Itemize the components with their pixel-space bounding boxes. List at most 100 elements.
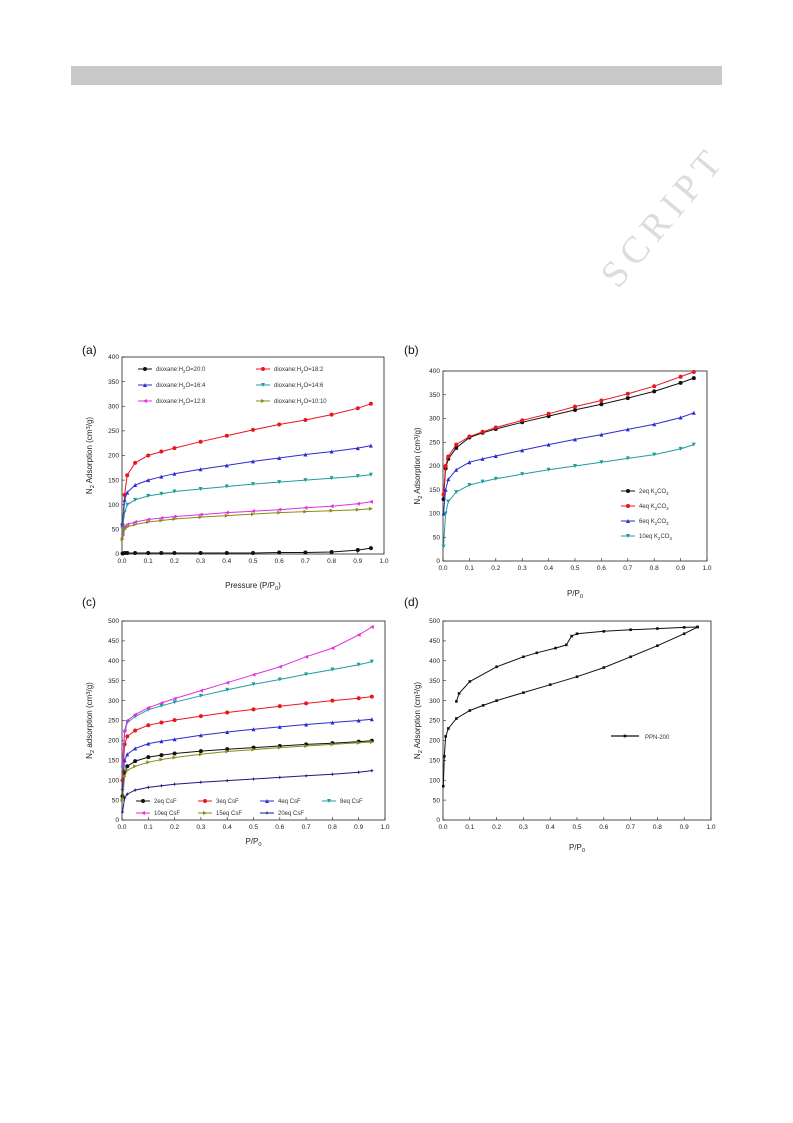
data-point — [443, 511, 448, 516]
data-point — [625, 391, 630, 396]
data-point — [159, 551, 164, 556]
legend-label: dioxane:H2O=18:2 — [274, 367, 324, 374]
data-point — [369, 739, 374, 744]
data-point — [251, 509, 255, 514]
data-point — [224, 463, 229, 468]
series-line — [443, 412, 694, 514]
data-point — [125, 524, 130, 529]
data-point — [198, 780, 203, 785]
data-point — [122, 728, 127, 733]
data-point — [172, 489, 177, 494]
data-point — [691, 442, 696, 447]
data-point — [303, 478, 308, 483]
legend: 2eq CsF 3eq CsF 4eq CsF 8eq CsF 10eq CsF 15eq… — [136, 799, 363, 817]
data-point — [159, 516, 164, 521]
data-point — [198, 693, 203, 698]
y-tick-label: 200 — [108, 738, 119, 745]
data-point — [356, 662, 361, 667]
data-point — [146, 723, 151, 728]
legend-label: 2eq CsF — [154, 799, 177, 805]
data-point — [355, 474, 360, 479]
data-point — [678, 380, 683, 385]
legend-label: dioxane:H2O=16:4 — [156, 383, 206, 390]
x-tick-label: 0.9 — [680, 824, 689, 831]
data-point — [652, 422, 657, 427]
data-point — [120, 798, 125, 803]
data-point — [198, 749, 203, 754]
data-point — [368, 506, 373, 511]
y-tick-label: 50 — [112, 797, 120, 804]
data-point — [455, 717, 458, 720]
y-tick-label: 250 — [429, 718, 440, 725]
data-point — [304, 773, 309, 778]
data-point — [564, 643, 568, 647]
data-point — [125, 764, 130, 769]
data-point — [446, 477, 451, 482]
data-point — [198, 688, 203, 693]
x-tick-label: 0.0 — [117, 824, 126, 831]
x-tick-label: 0.2 — [170, 558, 179, 565]
data-point — [277, 745, 282, 750]
data-point — [159, 491, 164, 496]
y-tick-label: 0 — [115, 551, 119, 558]
y-axis-label: N2​ Adsorption (cm3​/g) — [413, 682, 424, 759]
data-point — [251, 707, 256, 712]
data-point — [172, 737, 177, 742]
series-0 — [441, 625, 699, 788]
x-tick-label: 0.1 — [465, 824, 474, 831]
data-point — [329, 508, 334, 513]
data-point — [454, 467, 459, 472]
data-point — [172, 551, 177, 556]
data-point — [691, 376, 696, 381]
data-point — [330, 772, 335, 777]
data-point — [369, 659, 374, 664]
data-point — [133, 746, 138, 751]
data-point — [303, 550, 308, 555]
data-point — [251, 482, 255, 487]
y-tick-label: 500 — [108, 618, 119, 625]
data-point — [652, 452, 657, 457]
data-point — [493, 476, 498, 481]
data-point — [159, 783, 164, 788]
data-point — [368, 499, 373, 504]
data-point — [480, 456, 485, 461]
data-point — [146, 478, 151, 483]
data-point — [369, 624, 374, 629]
data-point — [368, 401, 373, 406]
data-point — [599, 432, 604, 437]
data-point — [277, 480, 282, 485]
data-point — [355, 501, 360, 506]
data-point — [133, 497, 138, 502]
data-point — [368, 472, 373, 477]
x-tick-label: 0.4 — [222, 558, 231, 565]
x-tick-label: 0.4 — [546, 824, 555, 831]
panel-label: (a) — [82, 343, 97, 357]
series-line — [122, 770, 372, 813]
data-point — [520, 418, 525, 423]
y-axis-label: N2​ Adsorption (cm3​/g) — [85, 417, 96, 494]
y-tick-label: 0 — [436, 558, 440, 565]
data-point — [522, 691, 525, 694]
legend-label: dioxane:H2O=14:6 — [274, 383, 324, 390]
data-point — [133, 759, 138, 764]
x-tick-label: 0.6 — [599, 824, 608, 831]
data-point — [602, 630, 606, 633]
data-point — [251, 427, 255, 432]
series-1 — [441, 369, 696, 497]
data-point — [122, 527, 127, 532]
data-point — [303, 505, 308, 510]
data-point — [446, 454, 451, 459]
data-point — [329, 504, 334, 509]
data-point — [355, 406, 360, 411]
data-point — [277, 775, 282, 780]
chart-panel-2: (c) 0.0 0.1 0.2 0.3 0.4 0.5 0.6 0.7 0.8 0.9 1.0 0 50 1… — [82, 595, 390, 848]
chart-panel-1: (b) 0.0 0.1 0.2 0.3 0.4 0.5 0.6 0.7 0.8 0.9 1.0 0 50 1… — [404, 343, 712, 600]
x-tick-label: 1.0 — [380, 824, 389, 831]
data-point — [468, 680, 472, 683]
data-point — [125, 490, 130, 495]
legend-marker — [626, 489, 630, 493]
x-tick-label: 0.7 — [302, 824, 311, 831]
data-point — [330, 667, 335, 672]
data-point — [356, 770, 361, 775]
series-line — [455, 626, 698, 702]
